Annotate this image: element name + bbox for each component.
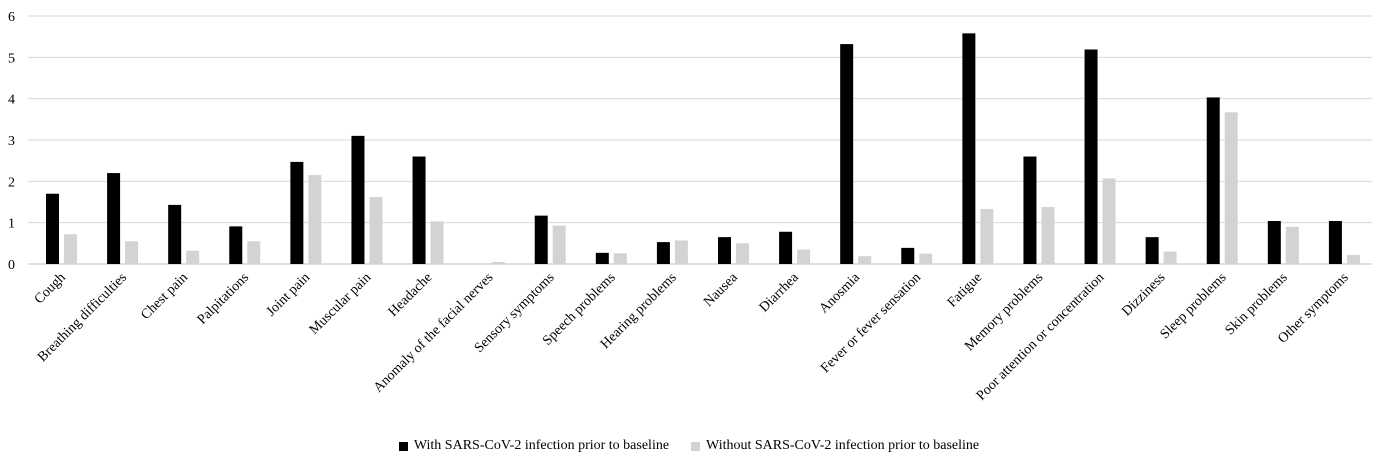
x-tick-label: Fever or fever sensation — [818, 270, 924, 376]
y-tick-label: 1 — [8, 217, 15, 232]
y-tick-label: 0 — [8, 258, 15, 273]
x-tick-label: Muscular pain — [307, 270, 375, 338]
bar-without-infection — [369, 197, 383, 264]
bar-with-infection — [595, 252, 609, 264]
x-tick-label: Fatigue — [945, 270, 985, 310]
bar-with-infection — [1145, 237, 1159, 264]
bar-with-infection — [1206, 97, 1220, 264]
bar-with-infection — [840, 44, 854, 265]
bar-without-infection — [674, 240, 688, 264]
bar-without-infection — [980, 209, 994, 264]
bar-with-infection — [656, 242, 670, 264]
legend: With SARS-CoV-2 infection prior to basel… — [0, 438, 1378, 454]
x-tick-label: Skin problems — [1223, 270, 1291, 338]
y-tick-label: 5 — [8, 51, 15, 66]
bar-with-infection — [718, 237, 731, 264]
bar-with-infection — [1328, 221, 1342, 264]
bar-with-infection — [168, 204, 182, 264]
bar-with-infection — [779, 231, 793, 264]
legend-swatch-with-infection — [398, 441, 408, 451]
bars — [46, 33, 1360, 265]
x-tick-label: Palpitations — [195, 270, 252, 327]
bar-with-infection — [962, 33, 976, 264]
bar-without-infection — [125, 241, 139, 264]
y-tick-label: 6 — [8, 10, 15, 25]
legend-swatch-without-infection — [691, 441, 701, 451]
bar-without-infection — [186, 250, 200, 264]
legend-label-without-infection: Without SARS-CoV-2 infection prior to ba… — [706, 438, 980, 453]
x-tick-label: Cough — [32, 270, 69, 307]
bar-with-infection — [290, 161, 304, 264]
bar-without-infection — [613, 253, 627, 264]
bar-without-infection — [430, 221, 444, 264]
bar-with-infection — [107, 173, 121, 264]
x-tick-label: Joint pain — [264, 270, 313, 319]
x-tick-label: Diarrhea — [757, 270, 803, 316]
x-tick-label: Dizziness — [1119, 270, 1168, 319]
bar-without-infection — [1041, 206, 1055, 264]
legend-item-without-infection: Without SARS-CoV-2 infection prior to ba… — [691, 438, 979, 454]
bar-without-infection — [247, 241, 261, 264]
x-tick-label: Anosmia — [817, 270, 864, 317]
bar-without-infection — [308, 175, 322, 264]
gridlines — [28, 15, 1372, 265]
bar-with-infection — [534, 215, 548, 264]
x-tick-label: Chest pain — [138, 270, 191, 323]
y-tick-label: 4 — [8, 93, 15, 108]
y-tick-label: 3 — [8, 134, 15, 149]
bar-with-infection — [1023, 156, 1037, 264]
x-tick-label: Nausea — [701, 270, 741, 310]
legend-item-with-infection: With SARS-CoV-2 infection prior to basel… — [398, 438, 670, 454]
x-tick-label: Sleep problems — [1158, 270, 1230, 342]
bar-with-infection — [351, 135, 365, 264]
x-tick-label: Headache — [386, 270, 436, 320]
bar-without-infection — [797, 249, 811, 264]
legend-label-with-infection: With SARS-CoV-2 infection prior to basel… — [413, 438, 670, 453]
bar-without-infection — [64, 234, 77, 264]
bar-without-infection — [919, 253, 933, 264]
x-tick-label: Anomaly of the facial nerves — [371, 270, 497, 396]
bar-without-infection — [552, 225, 566, 264]
x-tick-label: Poor attention or concentration — [974, 270, 1107, 403]
bar-without-infection — [736, 243, 749, 264]
bar-with-infection — [1084, 49, 1098, 265]
bar-without-infection — [1163, 251, 1177, 264]
bar-without-infection — [858, 256, 872, 264]
y-axis-ticks: 0 1 2 3 4 5 6 — [8, 10, 15, 273]
bar-without-infection — [1346, 254, 1360, 264]
y-tick-label: 2 — [8, 175, 15, 190]
bar-with-infection — [229, 226, 243, 264]
bar-without-infection — [1224, 112, 1238, 264]
bar-with-infection — [901, 247, 915, 264]
bar-with-infection — [412, 156, 426, 264]
bar-without-infection — [1102, 178, 1116, 264]
bar-with-infection — [46, 193, 59, 264]
bar-without-infection — [1285, 226, 1299, 264]
bar-without-infection — [491, 261, 505, 264]
bar-with-infection — [1267, 221, 1281, 264]
